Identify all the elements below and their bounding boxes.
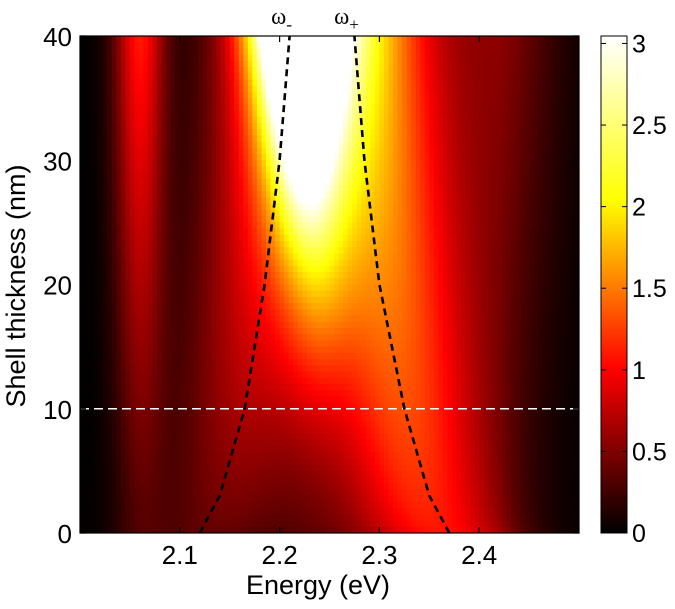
y-tick-label: 30 <box>43 146 72 176</box>
omega-plus-curve <box>353 35 451 534</box>
colorbar-tick-label: 2 <box>632 194 646 222</box>
colorbar-tick-label: 0 <box>632 520 646 548</box>
y-tick-label: 20 <box>43 271 72 301</box>
x-tick-label: 2.1 <box>162 540 198 570</box>
colorbar-tick-label: 0.5 <box>632 438 667 466</box>
y-tick-label: 10 <box>43 395 72 425</box>
x-tick-label: 2.4 <box>461 540 497 570</box>
x-axis-title: Energy (eV) <box>246 570 390 600</box>
mode-label: ω- <box>271 4 292 34</box>
colorbar-tick-label: 1.5 <box>632 275 667 303</box>
mode-annotations: ω-ω+ <box>271 4 359 34</box>
mode-label-subscript: + <box>349 15 359 34</box>
mode-label-subscript: - <box>286 15 292 34</box>
colorbar-tick-label: 3 <box>632 30 646 58</box>
colorbar-tick-label: 1 <box>632 357 646 385</box>
colorbar <box>600 35 628 534</box>
y-axis-ticks: 0 10 20 30 40 <box>43 22 579 549</box>
colorbar-tick-label: 2.5 <box>632 112 667 140</box>
x-tick-label: 2.3 <box>361 540 397 570</box>
colorbar-ticks: 0 0.5 1 1.5 2 2.5 3 <box>601 30 667 548</box>
y-tick-label: 0 <box>58 519 72 549</box>
heatmap-image <box>80 36 579 533</box>
x-axis-ticks: 2.1 2.2 2.3 2.4 <box>162 36 497 570</box>
mode-label: ω+ <box>334 4 359 34</box>
x-tick-label: 2.2 <box>262 540 298 570</box>
omega-minus-curve <box>198 35 291 534</box>
y-axis-title: Shell thickness (nm) <box>1 164 31 407</box>
y-tick-label: 40 <box>43 22 72 52</box>
